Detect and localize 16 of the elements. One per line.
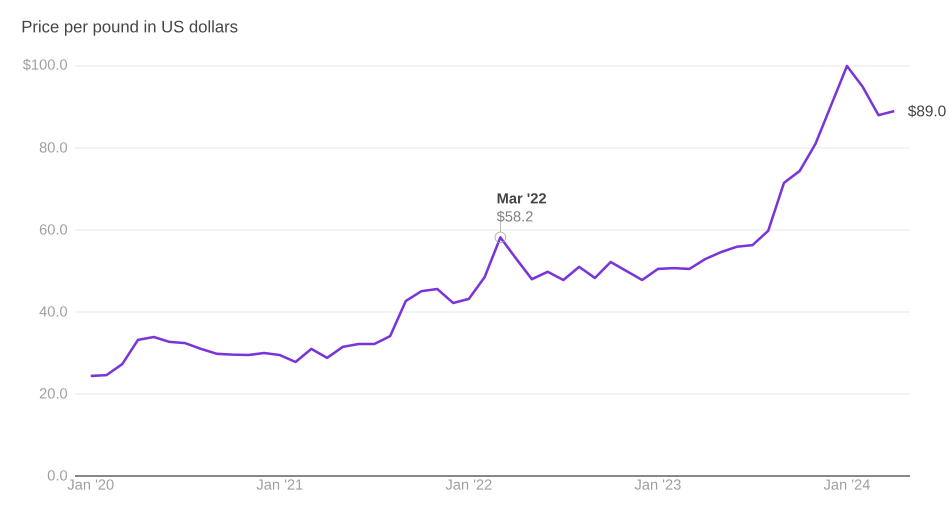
annotation: $58.2 bbox=[496, 210, 533, 222]
x-tick-label: Jan '21 bbox=[256, 479, 303, 490]
x-tick-label: Jan '24 bbox=[824, 479, 870, 490]
x-tick-label: Jan '22 bbox=[446, 479, 492, 490]
y-tick-label: 80.0 bbox=[40, 142, 68, 153]
y-tick-label: 40.0 bbox=[39, 306, 68, 317]
y-tick-label: 60.0 bbox=[40, 224, 68, 235]
y-tick-label: 0.0 bbox=[48, 470, 68, 481]
chart-title: Price per pound in US dollars bbox=[22, 20, 238, 36]
annotation: $89.0 bbox=[908, 104, 946, 118]
line-series bbox=[89, 64, 896, 378]
x-tick-label: Jan '20 bbox=[68, 479, 114, 490]
x-tick-label: Jan '23 bbox=[634, 479, 681, 490]
y-tick-label: 20.0 bbox=[40, 388, 68, 399]
annotation: Mar '22 bbox=[498, 193, 546, 204]
y-tick-label: $100.0 bbox=[22, 58, 68, 71]
